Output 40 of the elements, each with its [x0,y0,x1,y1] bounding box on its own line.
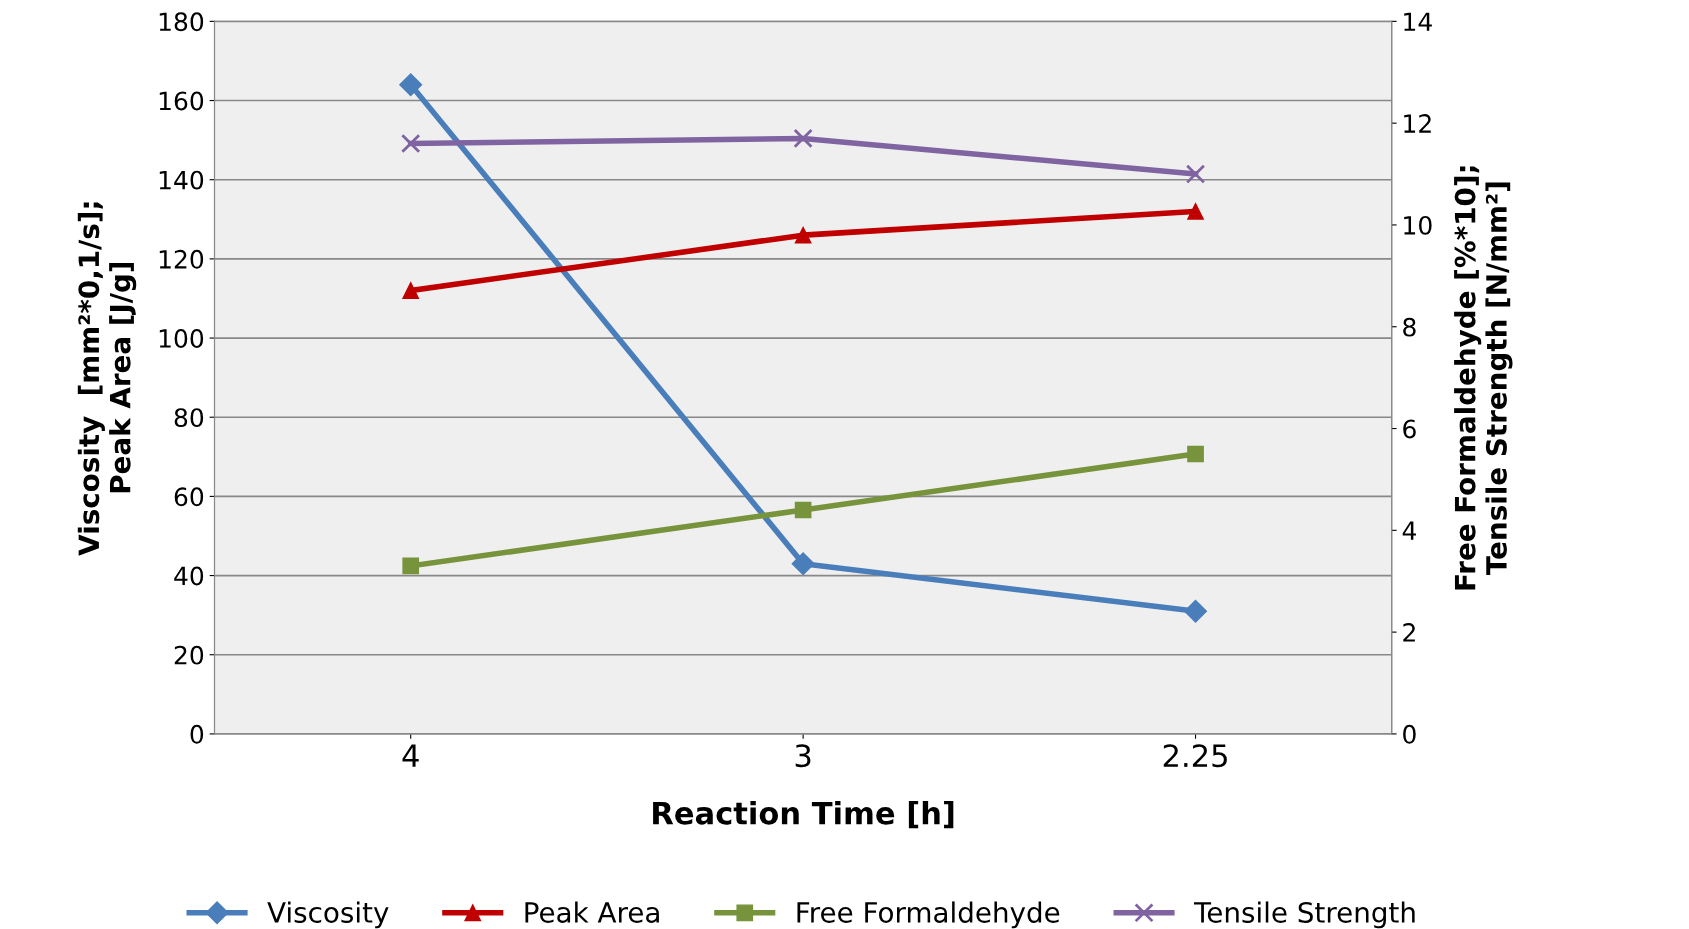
point [794,501,812,519]
point [1187,203,1204,220]
y-tick-label: 80 [174,408,204,428]
y-tick-label: 120 [159,249,204,269]
point [793,128,813,149]
legend-label: Viscosity [267,901,389,929]
legend-label: Free Formaldehyde [797,901,1060,929]
y-tick-label: 160 [159,91,204,111]
y-tick-label: 180 [159,12,204,32]
y2-tick-label: 10 [1404,215,1432,235]
y2-tick-label: 4 [1402,521,1416,540]
y-tick-label: 100 [159,329,204,348]
point [1184,599,1208,623]
point [402,557,420,575]
y2-tick-label: 2 [1403,623,1415,642]
y2-tick-label: 14 [1404,12,1432,31]
y-axis-title: Viscosity [mm²*0,1/s]; Peak Area [J/g] [77,202,137,556]
legend-label: Peak Area [525,901,659,923]
y2-tick-label: 6 [1403,419,1416,439]
y2-axis-title: Free Formaldehyde [%*10]; Tensile Strength [N/mm²] [1454,166,1513,590]
y2-tick-label: 0 [1403,724,1416,744]
legend-label: Tensile Strength [1193,901,1415,929]
y-tick-label: 20 [174,645,204,665]
y-tick-label: 140 [159,170,204,190]
x-axis-title: Reaction Time [h] [653,800,954,829]
y2-tick-label: 12 [1404,114,1431,133]
point [399,73,423,97]
point [400,133,421,154]
y-tick-label: 60 [174,487,204,507]
point [402,282,420,299]
y-tick-label: 40 [174,566,204,586]
point [794,226,812,244]
point [791,552,815,576]
point [1187,445,1204,463]
x-tick-label: 3 [795,744,811,768]
y-tick-label: 0 [190,724,204,744]
x-tick-label: 2.25 [1163,744,1227,768]
x-tick-label: 4 [402,744,419,767]
y2-tick-label: 8 [1403,317,1416,337]
point [1185,164,1206,184]
